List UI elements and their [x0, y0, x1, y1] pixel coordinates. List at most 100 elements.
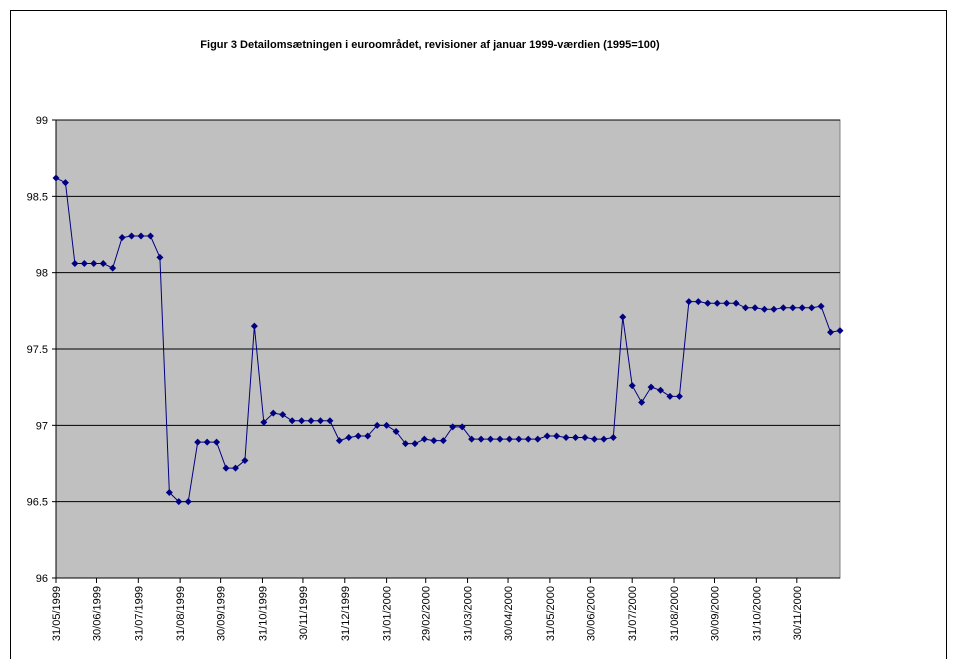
data-point [487, 435, 495, 443]
data-point [449, 423, 457, 431]
data-point [524, 435, 532, 443]
x-tick-label: 31/03/2000 [463, 586, 475, 641]
x-tick-label: 29/02/2000 [421, 586, 433, 641]
x-tick-label: 31/05/1999 [51, 586, 63, 641]
data-point [411, 440, 419, 448]
data-point [345, 434, 353, 442]
data-point [666, 392, 674, 400]
data-point [392, 427, 400, 435]
data-point [723, 299, 731, 307]
data-point [231, 464, 239, 472]
y-tick-label: 97.5 [27, 344, 48, 356]
y-tick-label: 99 [36, 115, 48, 127]
data-point [383, 421, 391, 429]
x-tick-label: 31/07/2000 [627, 586, 639, 641]
data-point [137, 232, 145, 240]
data-point [628, 382, 636, 390]
data-point [647, 383, 655, 391]
y-tick-label: 98.5 [27, 191, 48, 203]
data-point [694, 298, 702, 306]
data-point [52, 174, 60, 182]
data-point [250, 322, 258, 330]
data-point [704, 299, 712, 307]
x-tick-label: 30/06/2000 [585, 586, 597, 641]
data-point [590, 435, 598, 443]
x-tick-label: 31/08/1999 [175, 586, 187, 641]
data-point [751, 304, 759, 312]
data-point [675, 392, 683, 400]
x-tick-label: 31/01/2000 [382, 586, 394, 641]
x-tick-label: 31/10/2000 [751, 586, 763, 641]
data-point [203, 438, 211, 446]
x-tick-label: 30/09/2000 [710, 586, 722, 641]
data-point [316, 417, 324, 425]
data-point [80, 260, 88, 268]
data-point [307, 417, 315, 425]
data-point [477, 435, 485, 443]
data-point [354, 432, 362, 440]
data-point [118, 234, 126, 242]
data-point [420, 435, 428, 443]
data-point [335, 437, 343, 445]
y-tick-label: 98 [36, 268, 48, 280]
data-point [836, 327, 844, 335]
data-point [90, 260, 98, 268]
data-point [770, 305, 778, 313]
data-point [638, 398, 646, 406]
data-point [808, 304, 816, 312]
data-point [515, 435, 523, 443]
x-tick-label: 31/07/1999 [133, 586, 145, 641]
data-point [99, 260, 107, 268]
data-point [543, 432, 551, 440]
data-point [298, 417, 306, 425]
data-point [760, 305, 768, 313]
data-point [505, 435, 513, 443]
x-tick-label: 30/11/2000 [792, 586, 804, 640]
data-point [175, 498, 183, 506]
data-point [184, 498, 192, 506]
data-point [458, 423, 466, 431]
x-tick-label: 30/06/1999 [91, 586, 103, 641]
x-tick-label: 30/09/1999 [216, 586, 228, 641]
data-point [609, 434, 617, 442]
y-tick-label: 96 [36, 573, 48, 585]
data-point [600, 435, 608, 443]
data-point [619, 313, 627, 321]
data-point [742, 304, 750, 312]
data-point [71, 260, 79, 268]
data-point [128, 232, 136, 240]
data-point [61, 179, 69, 187]
data-point [364, 432, 372, 440]
data-point [146, 232, 154, 240]
data-point [732, 299, 740, 307]
y-tick-label: 96.5 [27, 497, 48, 509]
x-tick-label: 31/05/2000 [545, 586, 557, 641]
data-point [534, 435, 542, 443]
data-point [553, 432, 561, 440]
data-point [496, 435, 504, 443]
data-point [468, 435, 476, 443]
data-point [713, 299, 721, 307]
data-point [109, 264, 117, 272]
data-point [165, 489, 173, 497]
data-point [798, 304, 806, 312]
data-point [439, 437, 447, 445]
data-point [373, 421, 381, 429]
data-point [288, 417, 296, 425]
data-point [213, 438, 221, 446]
data-point [269, 409, 277, 417]
chart-title: Figur 3 Detailomsætningen i euroområdet,… [200, 39, 660, 51]
data-point [817, 302, 825, 310]
x-tick-label: 31/10/1999 [257, 586, 269, 641]
data-point [562, 434, 570, 442]
data-point [156, 253, 164, 261]
data-point [401, 440, 409, 448]
data-point [241, 456, 249, 464]
data-point [657, 386, 665, 394]
data-point [685, 298, 693, 306]
x-tick-label: 30/04/2000 [503, 586, 515, 641]
data-point [581, 434, 589, 442]
data-point [572, 434, 580, 442]
data-point [779, 304, 787, 312]
